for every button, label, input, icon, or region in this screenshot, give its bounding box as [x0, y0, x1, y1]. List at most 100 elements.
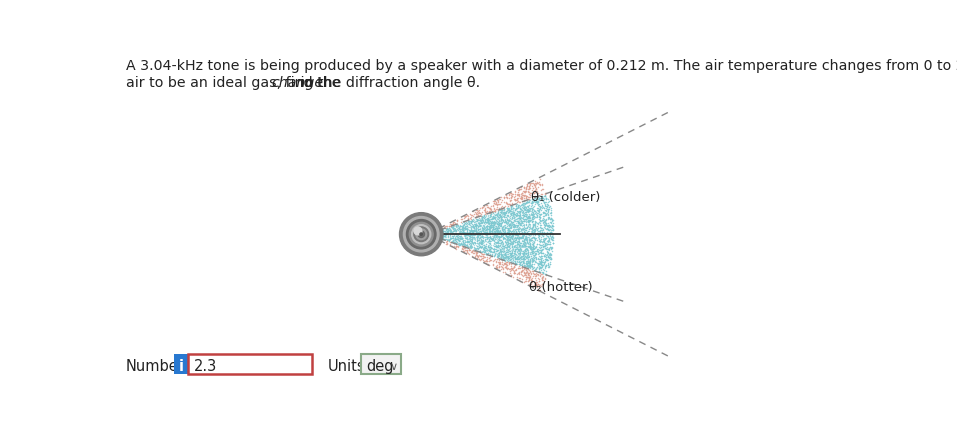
Point [501, 247, 516, 254]
Point [480, 240, 496, 247]
Point [511, 244, 526, 251]
Point [534, 232, 549, 239]
Point [449, 226, 464, 233]
Point [471, 237, 486, 244]
Point [531, 276, 546, 283]
Point [542, 215, 557, 222]
Point [470, 246, 485, 253]
Point [503, 252, 519, 259]
Point [471, 244, 486, 251]
Point [532, 176, 547, 183]
Point [506, 229, 522, 236]
Point [504, 233, 520, 240]
Point [536, 204, 551, 211]
Point [500, 221, 515, 228]
Point [467, 228, 482, 235]
Point [495, 231, 510, 238]
Point [519, 260, 534, 267]
Point [491, 219, 506, 226]
Point [482, 241, 498, 248]
Point [427, 233, 442, 240]
Point [522, 261, 537, 268]
Point [481, 217, 497, 224]
Point [523, 250, 538, 257]
Point [483, 223, 499, 230]
Point [515, 229, 530, 236]
Point [521, 263, 536, 270]
Point [525, 241, 541, 248]
Point [495, 238, 510, 245]
Point [507, 234, 523, 241]
Point [434, 231, 449, 238]
Point [486, 234, 501, 241]
Point [470, 229, 485, 236]
Point [481, 228, 497, 235]
Point [481, 262, 497, 269]
Point [473, 219, 488, 226]
Point [501, 222, 517, 229]
Point [511, 234, 526, 241]
Point [521, 207, 536, 214]
Point [505, 208, 521, 215]
Point [486, 246, 501, 253]
Point [527, 235, 543, 242]
Point [507, 244, 523, 251]
Point [522, 205, 537, 212]
Point [536, 268, 551, 276]
Point [487, 225, 502, 232]
Point [503, 250, 519, 257]
Point [506, 223, 522, 230]
Point [438, 229, 454, 236]
Point [495, 242, 510, 249]
Point [504, 210, 520, 217]
Point [507, 207, 523, 214]
Point [519, 237, 534, 244]
Point [459, 229, 475, 236]
Point [485, 222, 501, 229]
Point [533, 220, 548, 227]
Point [517, 241, 532, 248]
Point [512, 235, 527, 242]
Point [509, 248, 524, 255]
Point [483, 230, 499, 237]
Point [515, 192, 530, 199]
Point [468, 237, 483, 244]
Point [527, 267, 543, 274]
Point [524, 264, 540, 271]
Point [511, 240, 526, 247]
Point [520, 274, 535, 281]
Point [528, 194, 544, 201]
Point [522, 214, 537, 221]
Point [501, 223, 517, 230]
Point [524, 211, 540, 218]
Point [450, 218, 465, 225]
Point [501, 272, 516, 279]
Point [495, 217, 510, 224]
Point [449, 233, 464, 240]
Point [539, 245, 554, 252]
Point [544, 233, 559, 240]
Point [462, 233, 478, 240]
Point [474, 250, 489, 257]
Point [472, 228, 487, 235]
Point [471, 213, 486, 220]
Point [536, 210, 551, 217]
Point [495, 235, 510, 242]
Point [518, 247, 533, 254]
Point [440, 237, 456, 244]
Point [498, 254, 513, 261]
Point [445, 234, 460, 241]
Point [446, 234, 461, 241]
Point [478, 223, 494, 230]
Point [503, 212, 519, 219]
Point [486, 237, 501, 244]
Point [531, 219, 546, 226]
Point [508, 198, 523, 205]
Point [449, 240, 464, 247]
Point [519, 261, 534, 268]
Point [458, 225, 474, 232]
Point [543, 226, 558, 233]
Point [496, 232, 511, 239]
Point [436, 233, 452, 240]
Point [518, 272, 533, 279]
